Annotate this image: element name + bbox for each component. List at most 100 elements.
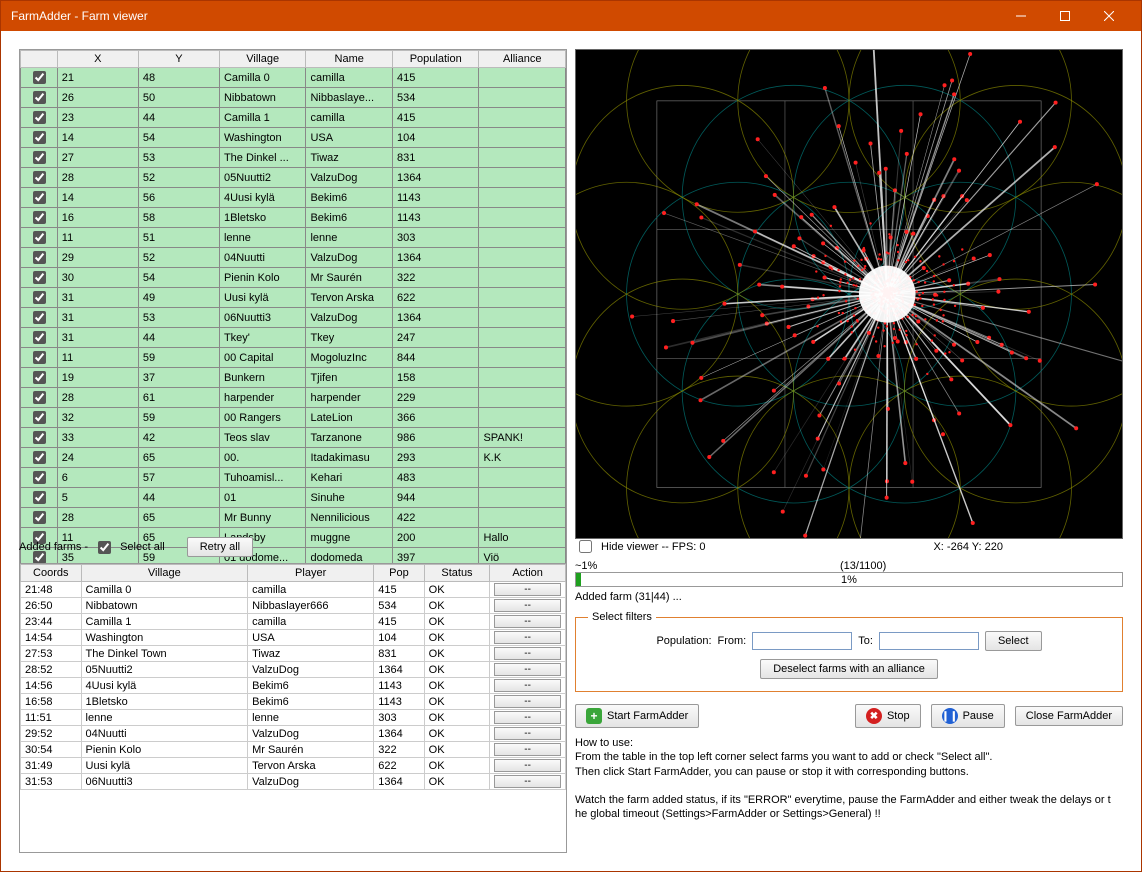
row-checkbox[interactable] (33, 391, 46, 404)
row-checkbox[interactable] (33, 271, 46, 284)
table-row[interactable]: 3054Pienin KoloMr Saurén322 (21, 268, 566, 288)
maximize-button[interactable] (1043, 2, 1087, 30)
titlebar[interactable]: FarmAdder - Farm viewer (1, 1, 1141, 31)
table-row[interactable]: 16581BletskoBekim61143 (21, 208, 566, 228)
row-action-button[interactable]: -- (494, 727, 561, 740)
row-checkbox[interactable] (33, 311, 46, 324)
deselect-alliance-button[interactable]: Deselect farms with an alliance (760, 659, 938, 679)
table-row[interactable]: 21:48Camilla 0camilla415OK -- (21, 582, 566, 598)
population-to-input[interactable] (879, 632, 979, 650)
table-row[interactable]: 295204NuuttiValzuDog1364 (21, 248, 566, 268)
table-row[interactable]: 14:54WashingtonUSA104OK -- (21, 630, 566, 646)
row-action-button[interactable]: -- (494, 599, 561, 612)
row-action-button[interactable]: -- (494, 679, 561, 692)
added-col-header[interactable]: Status (424, 565, 490, 582)
table-row[interactable]: 2861harpenderharpender229 (21, 388, 566, 408)
row-checkbox[interactable] (33, 91, 46, 104)
select-all-checkbox[interactable] (98, 541, 111, 554)
row-checkbox[interactable] (33, 511, 46, 524)
table-row[interactable]: 31:49Uusi kyläTervon Arska622OK -- (21, 758, 566, 774)
table-row[interactable]: 1937BunkernTjifen158 (21, 368, 566, 388)
farms-col-header[interactable]: Village (219, 51, 306, 68)
added-col-header[interactable]: Village (81, 565, 248, 582)
pause-button[interactable]: ❙❙ Pause (931, 704, 1005, 728)
farms-col-header[interactable]: Population (392, 51, 479, 68)
added-farms-table[interactable]: CoordsVillagePlayerPopStatusAction 21:48… (20, 564, 566, 790)
map-viewer[interactable] (575, 49, 1123, 539)
table-row[interactable]: 26:50NibbatownNibbaslayer666534OK -- (21, 598, 566, 614)
row-checkbox[interactable] (33, 331, 46, 344)
table-row[interactable]: 2650NibbatownNibbaslaye...534 (21, 88, 566, 108)
row-checkbox[interactable] (33, 411, 46, 424)
table-row[interactable]: 1151lennelenne303 (21, 228, 566, 248)
row-checkbox[interactable] (33, 251, 46, 264)
table-row[interactable]: 11:51lennelenne303OK -- (21, 710, 566, 726)
table-row[interactable]: 3342Teos slavTarzanone986SPANK! (21, 428, 566, 448)
minimize-button[interactable] (999, 2, 1043, 30)
table-row[interactable]: 23:44Camilla 1camilla415OK -- (21, 614, 566, 630)
added-col-header[interactable]: Pop (374, 565, 424, 582)
close-farmadder-button[interactable]: Close FarmAdder (1015, 706, 1123, 726)
table-row[interactable]: 2753The Dinkel ...Tiwaz831 (21, 148, 566, 168)
row-checkbox[interactable] (33, 491, 46, 504)
table-row[interactable]: 2344Camilla 1camilla415 (21, 108, 566, 128)
table-row[interactable]: 31:5306Nuutti3ValzuDog1364OK -- (21, 774, 566, 790)
table-row[interactable]: 14:564Uusi kyläBekim61143OK -- (21, 678, 566, 694)
table-row[interactable]: 115900 CapitalMogoluzInc844 (21, 348, 566, 368)
table-row[interactable]: 54401Sinuhe944 (21, 488, 566, 508)
table-row[interactable]: 2148Camilla 0camilla415 (21, 68, 566, 88)
row-checkbox[interactable] (33, 351, 46, 364)
table-row[interactable]: 1454WashingtonUSA104 (21, 128, 566, 148)
select-filter-button[interactable]: Select (985, 631, 1042, 651)
table-row[interactable]: 29:5204NuuttiValzuDog1364OK -- (21, 726, 566, 742)
farms-col-header[interactable]: X (57, 51, 138, 68)
row-checkbox[interactable] (33, 371, 46, 384)
row-checkbox[interactable] (33, 471, 46, 484)
row-checkbox[interactable] (33, 171, 46, 184)
row-action-button[interactable]: -- (494, 695, 561, 708)
row-action-button[interactable]: -- (494, 663, 561, 676)
row-action-button[interactable]: -- (494, 631, 561, 644)
start-farmadder-button[interactable]: + Start FarmAdder (575, 704, 699, 728)
hide-viewer-checkbox[interactable] (579, 540, 592, 553)
farms-col-header[interactable]: Y (138, 51, 219, 68)
row-checkbox[interactable] (33, 211, 46, 224)
row-action-button[interactable]: -- (494, 775, 561, 788)
table-row[interactable]: 325900 RangersLateLion366 (21, 408, 566, 428)
table-row[interactable]: 285205Nuutti2ValzuDog1364 (21, 168, 566, 188)
stop-button[interactable]: ✖ Stop (855, 704, 921, 728)
table-row[interactable]: 246500.Itadakimasu293K.K (21, 448, 566, 468)
row-checkbox[interactable] (33, 451, 46, 464)
table-row[interactable]: 30:54Pienin KoloMr Saurén322OK -- (21, 742, 566, 758)
row-checkbox[interactable] (33, 71, 46, 84)
table-row[interactable]: 14564Uusi kyläBekim61143 (21, 188, 566, 208)
row-checkbox[interactable] (33, 151, 46, 164)
added-col-header[interactable]: Action (490, 565, 566, 582)
table-row[interactable]: 315306Nuutti3ValzuDog1364 (21, 308, 566, 328)
row-checkbox[interactable] (33, 131, 46, 144)
row-action-button[interactable]: -- (494, 615, 561, 628)
row-checkbox[interactable] (33, 111, 46, 124)
table-row[interactable]: 657Tuhoamisl...Kehari483 (21, 468, 566, 488)
row-action-button[interactable]: -- (494, 711, 561, 724)
table-row[interactable]: 3144Tkey'Tkey247 (21, 328, 566, 348)
population-from-input[interactable] (752, 632, 852, 650)
table-row[interactable]: 2865Mr BunnyNennilicious422 (21, 508, 566, 528)
row-action-button[interactable]: -- (494, 583, 561, 596)
row-checkbox[interactable] (33, 231, 46, 244)
row-action-button[interactable]: -- (494, 759, 561, 772)
farms-col-header[interactable]: Name (306, 51, 393, 68)
retry-all-button[interactable]: Retry all (187, 537, 253, 557)
farms-col-header[interactable] (21, 51, 58, 68)
table-row[interactable]: 16:581BletskoBekim61143OK -- (21, 694, 566, 710)
table-row[interactable]: 27:53The Dinkel TownTiwaz831OK -- (21, 646, 566, 662)
row-checkbox[interactable] (33, 431, 46, 444)
row-action-button[interactable]: -- (494, 743, 561, 756)
added-col-header[interactable]: Coords (21, 565, 82, 582)
close-button[interactable] (1087, 2, 1131, 30)
row-checkbox[interactable] (33, 191, 46, 204)
row-action-button[interactable]: -- (494, 647, 561, 660)
table-row[interactable]: 3149Uusi kyläTervon Arska622 (21, 288, 566, 308)
row-checkbox[interactable] (33, 291, 46, 304)
farms-col-header[interactable]: Alliance (479, 51, 566, 68)
